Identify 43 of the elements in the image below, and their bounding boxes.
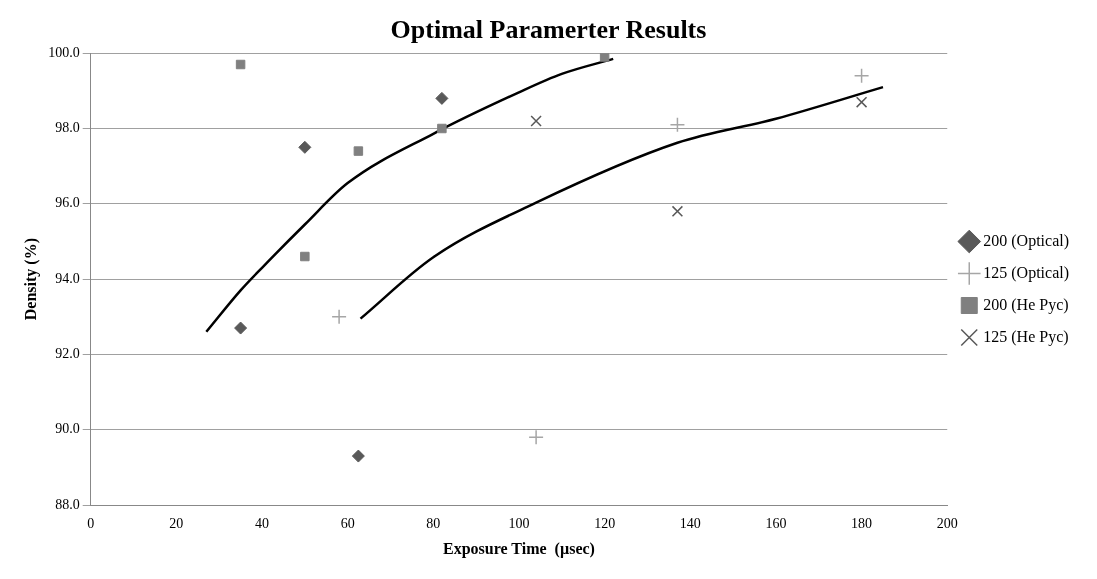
x-tick-label: 140 bbox=[679, 516, 701, 532]
legend-label: 200 (Optical) bbox=[983, 231, 1069, 250]
y-tick-label: 100.0 bbox=[48, 44, 80, 60]
line-series bbox=[359, 85, 885, 320]
point bbox=[435, 91, 449, 105]
x-axis-title: Exposure Time (µsec) bbox=[443, 539, 595, 558]
point bbox=[298, 140, 312, 154]
point bbox=[235, 59, 246, 70]
point bbox=[853, 68, 870, 84]
legend-label: 125 (Optical) bbox=[983, 263, 1069, 282]
y-axis-title: Density (%) bbox=[21, 237, 40, 321]
x-tick-label: 120 bbox=[594, 516, 616, 532]
y-tick-label: 96.0 bbox=[55, 195, 80, 211]
y-tick-label: 88.0 bbox=[55, 496, 80, 512]
legend-label: 125 (He Pyc) bbox=[983, 327, 1069, 346]
point bbox=[599, 53, 610, 62]
y-tick-label: 94.0 bbox=[55, 270, 80, 286]
point bbox=[669, 116, 686, 133]
point bbox=[234, 321, 248, 335]
point bbox=[300, 251, 310, 262]
x-tick-label: 20 bbox=[169, 516, 184, 532]
x-tick-label: 100 bbox=[508, 516, 530, 532]
point bbox=[331, 309, 347, 325]
point bbox=[353, 146, 364, 156]
point bbox=[528, 429, 544, 445]
y-tick-label: 92.0 bbox=[55, 346, 80, 362]
chart-title: Optimal Paramerter Results bbox=[390, 15, 707, 45]
x-tick-label: 40 bbox=[255, 516, 270, 532]
point bbox=[855, 96, 868, 108]
x-tick-label: 160 bbox=[765, 516, 787, 532]
y-tick-label: 98.0 bbox=[55, 120, 80, 136]
x-tick-label: 0 bbox=[87, 516, 95, 532]
x-tick-label: 80 bbox=[426, 516, 441, 532]
x-tick-label: 180 bbox=[851, 516, 873, 532]
x-tick-label: 200 bbox=[936, 516, 958, 532]
y-tick-label: 90.0 bbox=[55, 421, 80, 437]
point bbox=[437, 123, 447, 134]
point bbox=[530, 115, 542, 127]
point bbox=[351, 449, 365, 463]
legend-label: 200 (He Pyc) bbox=[983, 295, 1069, 314]
line-series bbox=[205, 57, 615, 334]
point bbox=[671, 205, 684, 218]
x-tick-label: 60 bbox=[340, 516, 355, 532]
